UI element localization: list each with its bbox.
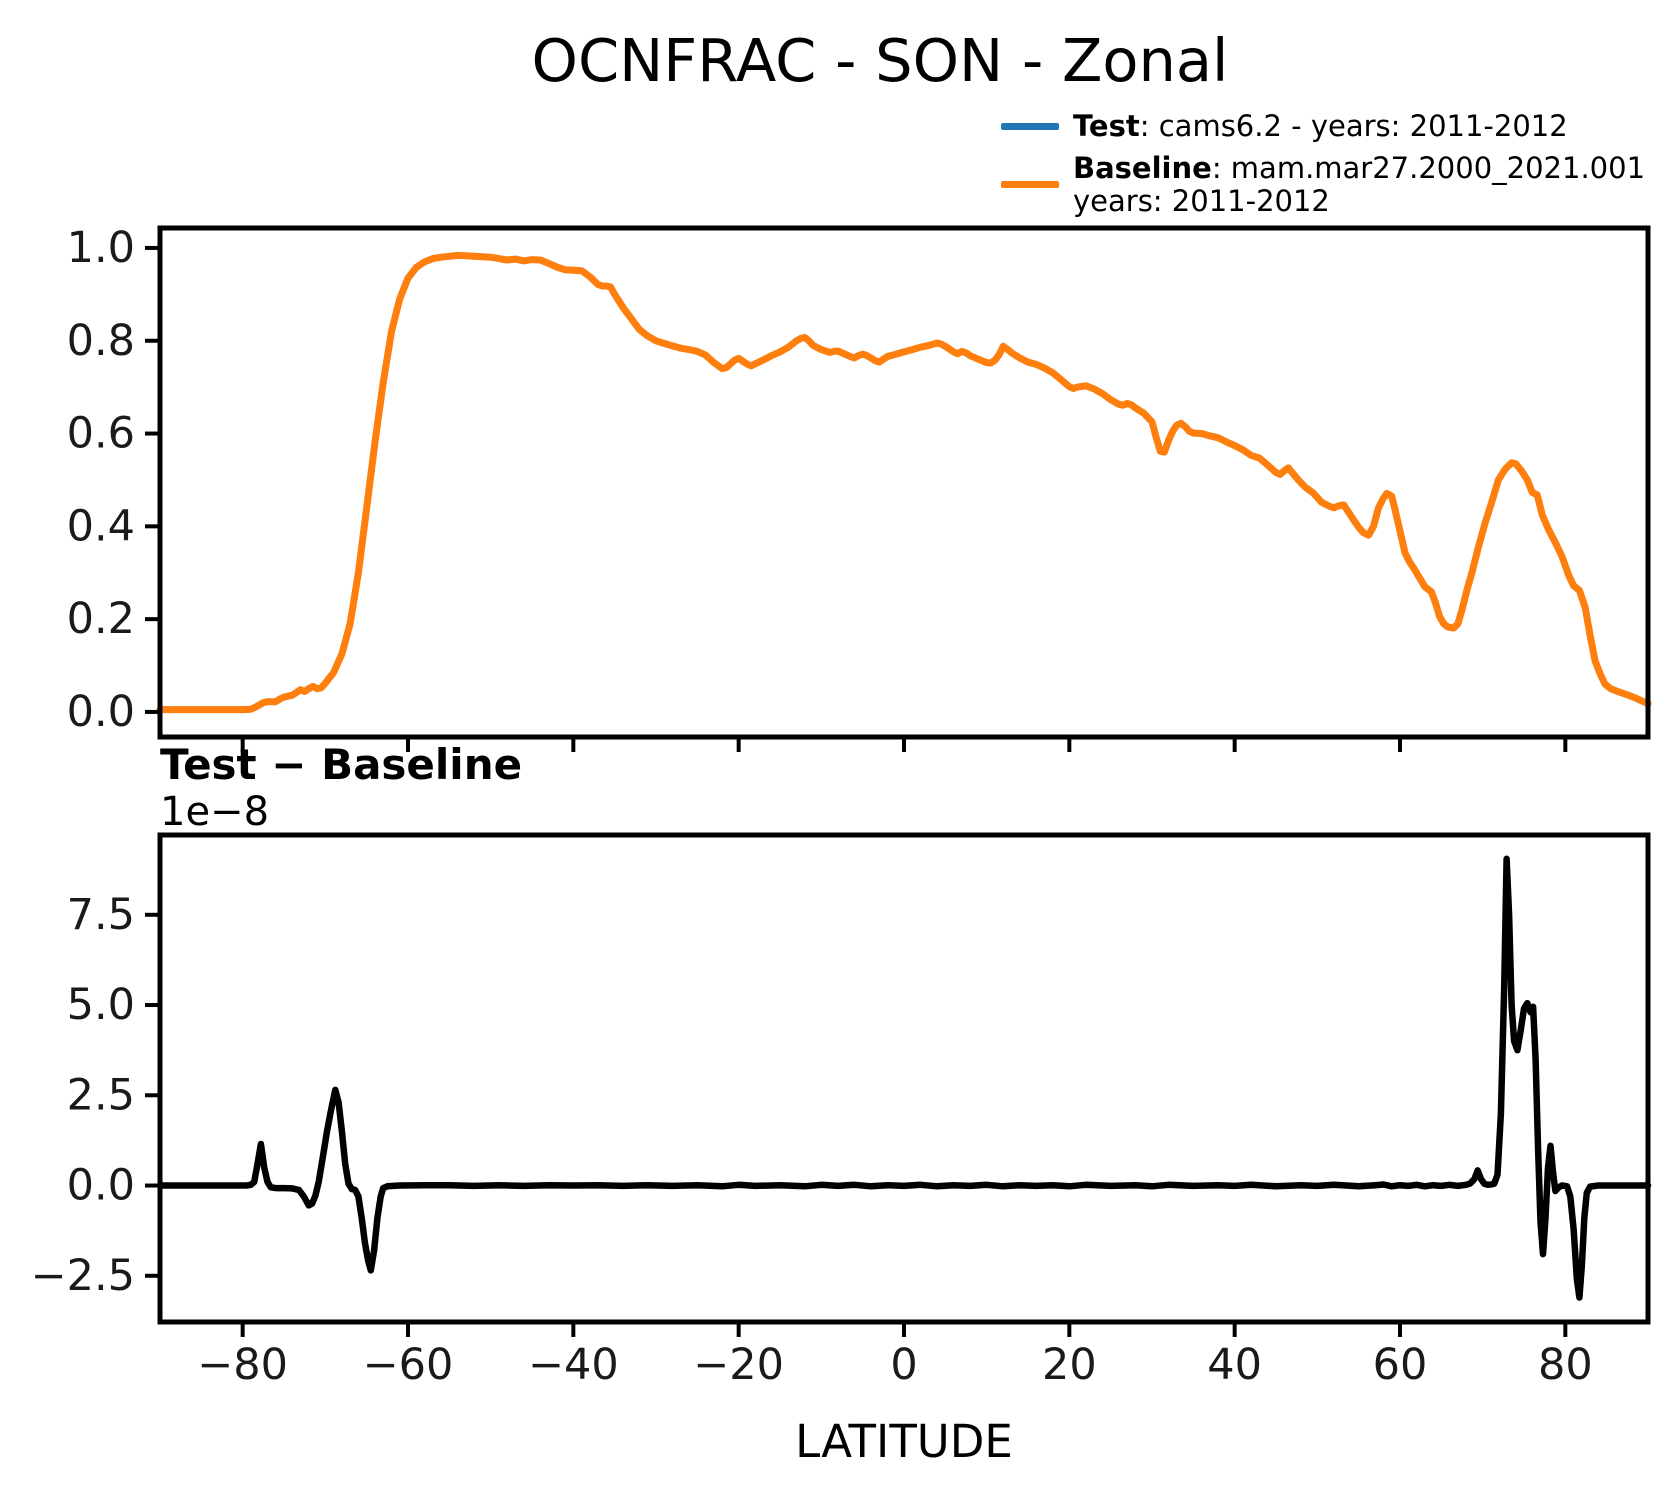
legend-baseline-rest: : mam.mar27.2000_2021.001 [1211, 151, 1646, 186]
legend-row-test: Test: cams6.2 - years: 2011-2012 [1001, 110, 1645, 142]
bottom-plot-curve-test-baseline [156, 855, 1652, 1301]
bottom-plot-x-tick-label: −40 [528, 1340, 619, 1390]
diff-panel-title: Test − Baseline [160, 740, 523, 789]
legend-test-label: Test: cams6.2 - years: 2011-2012 [1073, 110, 1568, 142]
bottom-plot-x-tick-label: 80 [1538, 1340, 1593, 1390]
bottom-plot-x-tick-label: −60 [363, 1340, 454, 1390]
bottom-plot-x-tick-label: −80 [197, 1340, 288, 1390]
top-plot-y-tick-label: 1.0 [67, 223, 135, 273]
bottom-plot-x-tick-label: 40 [1207, 1340, 1262, 1390]
bottom-plot-y-tick-label: 5.0 [67, 980, 135, 1030]
y-axis-offset-label: 1e−8 [160, 789, 270, 835]
bottom-plot-y-tick-label: 0.0 [67, 1161, 135, 1211]
bottom-plot-y-tick-label: 2.5 [67, 1070, 135, 1120]
top-plot-y-tick-label: 0.8 [67, 316, 135, 366]
bottom-plot-x-tick-label: −20 [693, 1340, 784, 1390]
bottom-plot-y-tick-label: 7.5 [67, 890, 135, 940]
top-plot-curve-test [156, 252, 1652, 713]
bottom-plot-spines [157, 832, 1651, 1325]
top-plot-y-tick-label: 0.0 [67, 687, 135, 737]
bottom-plot-x-tick-label: 60 [1373, 1340, 1428, 1390]
baseline-line-swatch [1001, 181, 1059, 189]
top-plot-curve-baseline [156, 251, 1652, 714]
bottom-plot-x-tick-label: 0 [890, 1340, 917, 1390]
legend-baseline-name: Baseline [1073, 151, 1212, 186]
legend-baseline-line2: years: 2011-2012 [1073, 183, 1330, 218]
legend-row-baseline: Baseline: mam.mar27.2000_2021.001 years: … [1001, 152, 1645, 217]
bottom-plot-x-tick-label: 20 [1042, 1340, 1097, 1390]
top-plot-y-tick-label: 0.6 [67, 409, 135, 459]
chart-title: OCNFRAC - SON - Zonal [531, 26, 1229, 95]
top-plot-y-tick-label: 0.2 [67, 594, 135, 644]
top-plot-spines [157, 225, 1651, 740]
legend-test-rest: : cams6.2 - years: 2011-2012 [1139, 109, 1568, 143]
test-line-swatch [1001, 122, 1059, 130]
legend-baseline-label: Baseline: mam.mar27.2000_2021.001 years: … [1073, 152, 1645, 217]
top-plot-y-tick-label: 0.4 [67, 501, 135, 551]
x-axis-label: LATITUDE [795, 1415, 1013, 1468]
legend-test-name: Test [1073, 109, 1140, 143]
bottom-plot-y-tick-label: −2.5 [31, 1251, 135, 1301]
legend: Test: cams6.2 - years: 2011-2012 Baselin… [1001, 110, 1645, 217]
